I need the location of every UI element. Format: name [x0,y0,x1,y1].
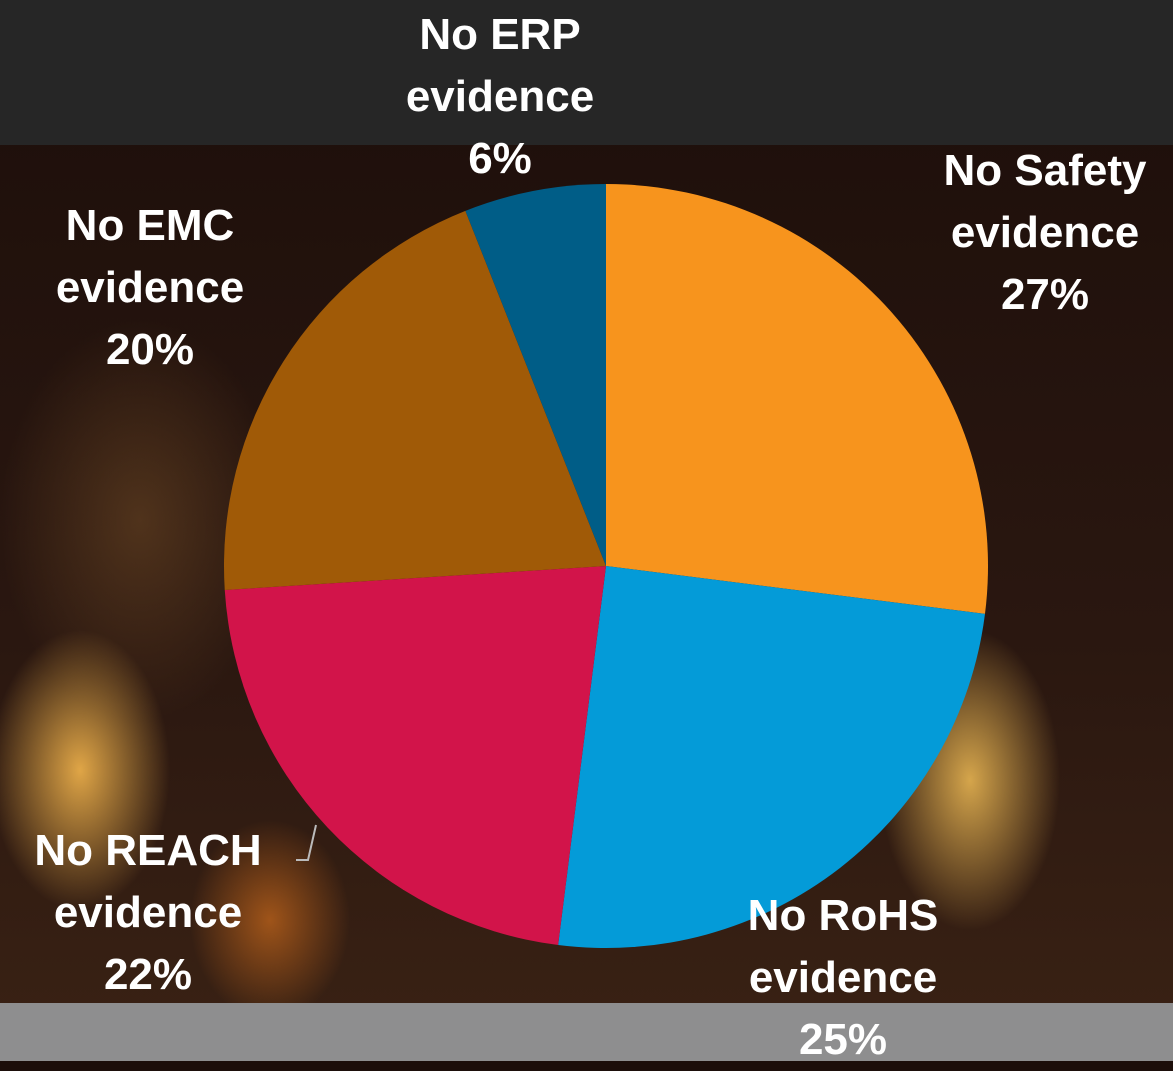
leader-line [296,825,316,860]
category-label: No RoHS evidence [723,885,963,1009]
value-label: 25% [723,1009,963,1071]
value-label: 6% [380,128,620,190]
category-label: No REACH evidence [3,820,293,944]
category-label: No ERP evidence [380,4,620,128]
page: (() => { const data = JSON.parse(documen… [0,0,1173,1061]
value-label: 27% [915,264,1173,326]
value-label: 22% [3,944,293,1006]
category-label: No EMC evidence [30,195,270,319]
value-label: 20% [30,319,270,381]
category-label: No Safety evidence [915,140,1173,264]
